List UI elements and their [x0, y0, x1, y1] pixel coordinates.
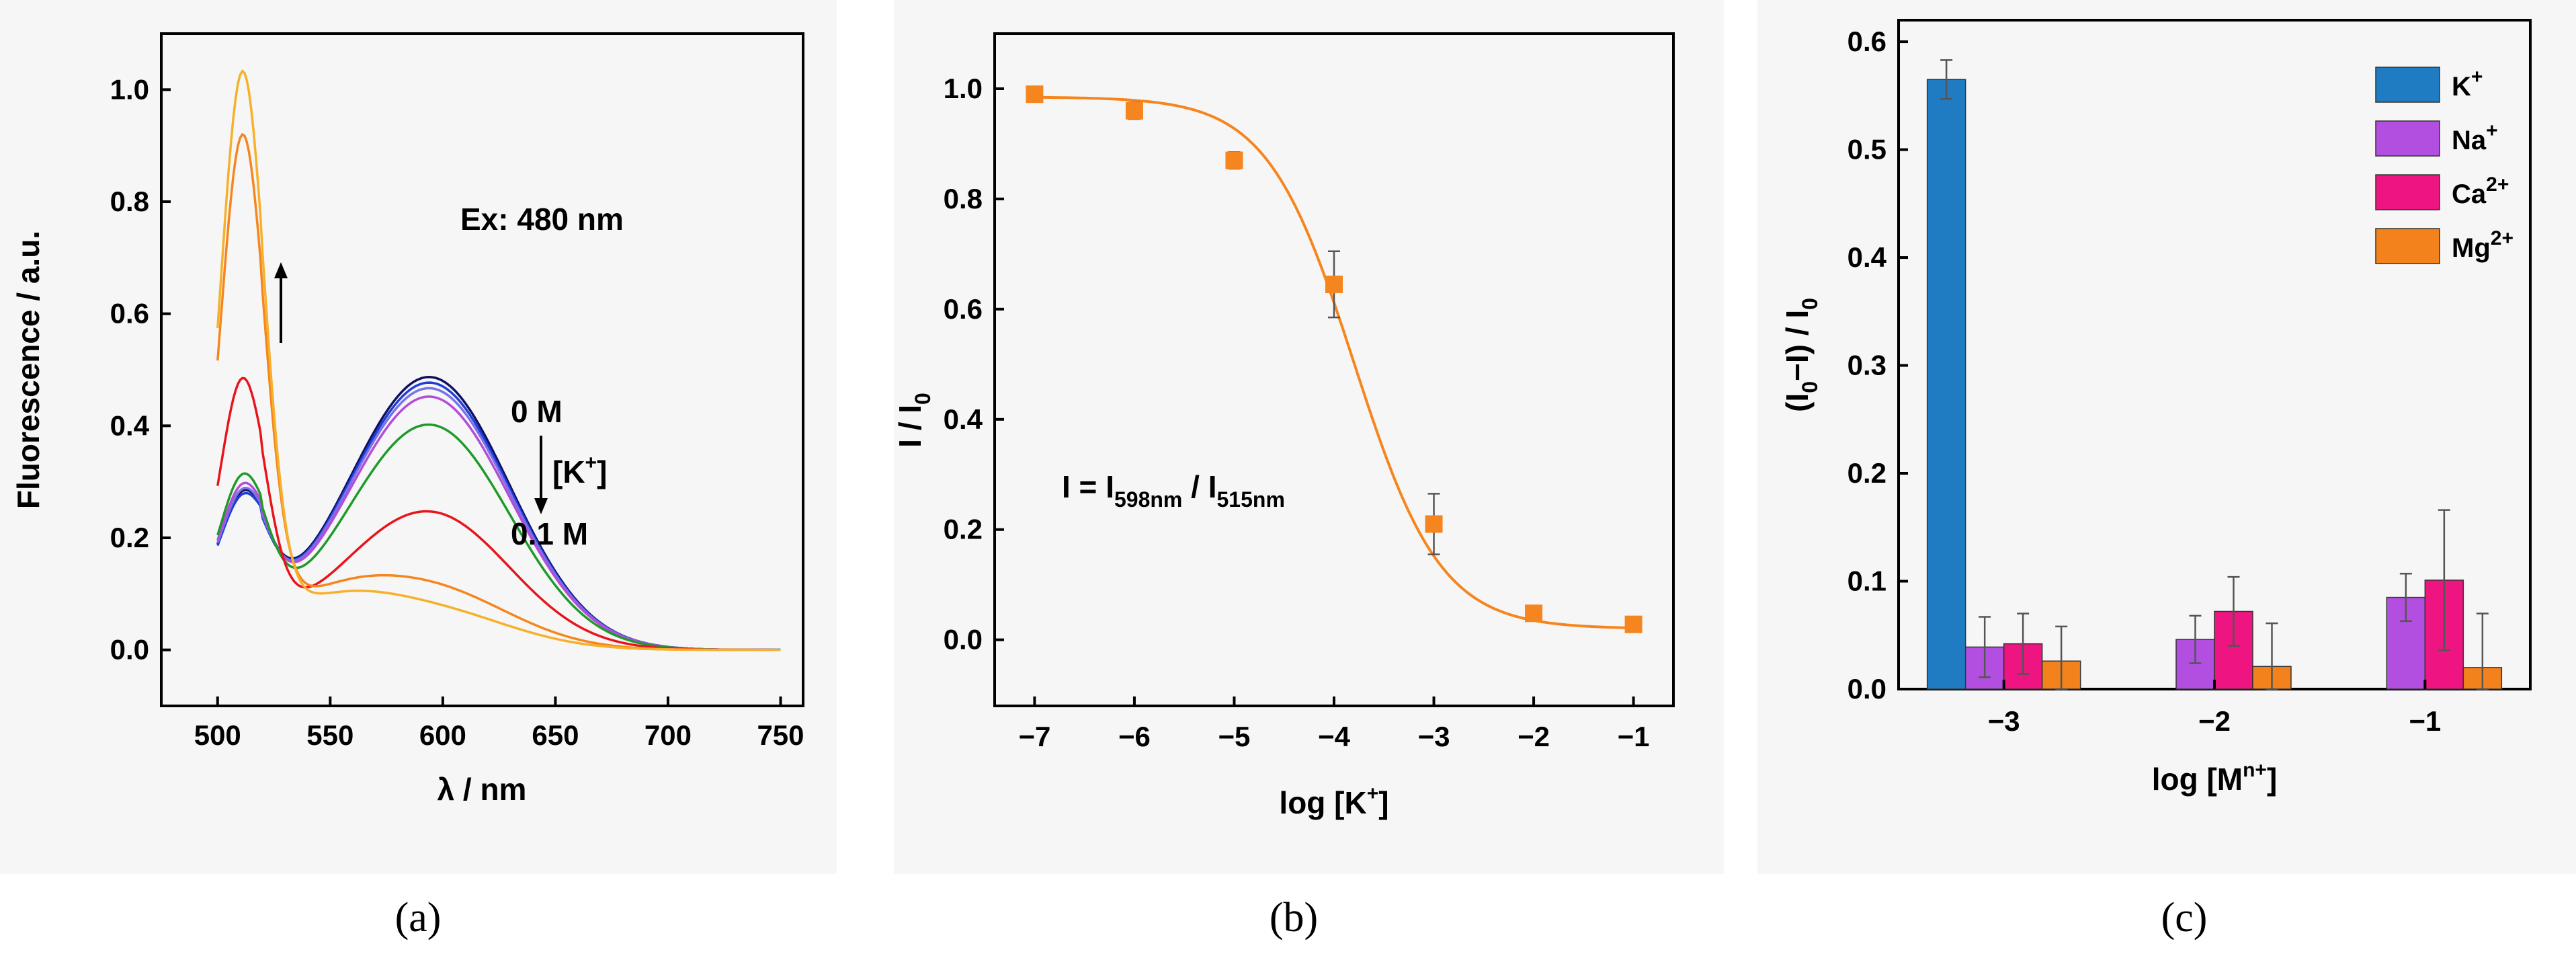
panel-c-label: (c) — [2161, 895, 2208, 941]
panel-c-y-tick-label: 0.2 — [1847, 457, 1886, 489]
bar — [1926, 79, 1966, 690]
panel-c-y-tick-label: 0.0 — [1847, 673, 1886, 705]
panel-a-y-tick-label: 0.6 — [110, 298, 149, 329]
panel-b-background — [894, 0, 1724, 874]
data-point — [1125, 102, 1143, 120]
panel-a-y-tick-label: 1.0 — [110, 73, 149, 105]
panel-c-x-axis-label: log [Mn+] — [2152, 759, 2278, 797]
panel-a-x-tick-label: 500 — [194, 719, 241, 751]
panel-b-ticks: −7 −6 −5 −4 −3 −2 −1 0.0 0.2 0.4 0.6 0.8 1.0 — [944, 73, 1650, 752]
concentration-top-label: 0 M — [511, 394, 563, 429]
panel-a-x-tick-label: 750 — [757, 719, 804, 751]
panel-c-y-tick-label: 0.4 — [1847, 241, 1887, 273]
panel-a-x-tick-label: 650 — [532, 719, 579, 751]
panel-b-x-tick-label: −4 — [1318, 721, 1351, 752]
panel-b-x-tick-label: −5 — [1218, 721, 1251, 752]
data-point — [1624, 615, 1643, 633]
legend-label: K+ — [2452, 66, 2483, 102]
panel-c-y-tick-label: 0.5 — [1847, 134, 1886, 165]
panel-a-y-tick-label: 0.2 — [110, 522, 149, 553]
data-point — [1525, 604, 1543, 623]
panel-a-y-tick-label: 0.4 — [110, 409, 150, 441]
panel-a-x-axis-label: λ / nm — [438, 772, 527, 807]
panel-c-ticks: 0.0 0.1 0.2 0.3 0.4 0.5 0.6 −3 −2 −1 — [1847, 26, 2442, 737]
decrease-arrow — [534, 436, 548, 514]
data-point — [1026, 85, 1044, 104]
concentration-bottom-label: 0.1 M — [511, 516, 588, 551]
potassium-concentration-label: [K+] — [552, 452, 607, 489]
data-point — [1425, 515, 1443, 533]
panel-b-x-tick-label: −3 — [1418, 721, 1450, 752]
panel-b: −7 −6 −5 −4 −3 −2 −1 0.0 0.2 0.4 0.6 0.8 1.0 I = I59… — [892, 0, 1724, 874]
legend-label: Ca2+ — [2452, 173, 2509, 209]
panel-c-y-tick-label: 0.6 — [1847, 26, 1886, 57]
legend-swatch — [2375, 120, 2440, 157]
panel-a-curves — [216, 69, 781, 651]
panel-b-x-tick-label: −6 — [1118, 721, 1151, 752]
panel-c-legend: K+ Na+ Ca2+ Mg2+ — [2375, 66, 2513, 264]
panel-c-x-tick-label: −2 — [2198, 705, 2231, 737]
legend-label: Mg2+ — [2452, 227, 2513, 263]
panel-a-ticks: 500 550 600 650 700 750 0.0 0.2 0.4 0.6 0.8 1.0 — [110, 73, 804, 751]
spectrum-curve — [216, 69, 781, 651]
panel-c-x-tick-label: −3 — [1988, 705, 2020, 737]
panel-a-y-tick-label: 0.0 — [110, 634, 149, 666]
panel-a-x-tick-label: 600 — [419, 719, 466, 751]
panel-c-y-tick-label: 0.1 — [1847, 565, 1886, 597]
panel-b-y-tick-label: 1.0 — [944, 73, 983, 104]
panel-b-x-axis-label: log [K+] — [1279, 783, 1388, 820]
panel-c-y-axis-label: (I0−I) / I0 — [1780, 298, 1822, 412]
increase-arrow — [274, 262, 288, 343]
panel-a-plot-frame — [160, 32, 804, 707]
panel-b-y-tick-label: 0.6 — [944, 293, 983, 325]
panel-a-x-tick-label: 550 — [306, 719, 354, 751]
panel-b-y-tick-label: 0.8 — [944, 183, 983, 214]
panel-c-bars — [1926, 59, 2503, 690]
intensity-ratio-equation: I = I598nm / I515nm — [1062, 469, 1285, 512]
data-point — [1325, 275, 1343, 293]
panel-b-y-tick-label: 0.0 — [944, 624, 983, 655]
legend-label: Na+ — [2452, 120, 2498, 155]
panel-a-label: (a) — [395, 895, 442, 941]
panel-a-background — [0, 0, 837, 874]
panel-a-x-tick-label: 700 — [645, 719, 692, 751]
panel-b-y-tick-label: 0.4 — [944, 403, 983, 435]
panel-b-x-tick-label: −7 — [1018, 721, 1050, 752]
panel-c-y-tick-label: 0.3 — [1847, 350, 1886, 381]
excitation-annotation: Ex: 480 nm — [460, 202, 624, 237]
panel-a: 500 550 600 650 700 750 0.0 0.2 0.4 0.6 0.8 1.0 λ /… — [0, 0, 837, 874]
panel-b-x-tick-label: −1 — [1618, 721, 1650, 752]
panel-b-y-axis-label: I / I0 — [892, 393, 935, 448]
panel-b-label: (b) — [1270, 895, 1318, 941]
legend-swatch — [2375, 174, 2440, 210]
panel-c: 0.0 0.1 0.2 0.3 0.4 0.5 0.6 −3 −2 −1 K+ Na+ Ca2+ Mg2… — [1757, 0, 2576, 874]
panel-b-y-tick-label: 0.2 — [944, 514, 983, 545]
panel-a-y-tick-label: 0.8 — [110, 186, 149, 217]
panel-b-x-tick-label: −2 — [1518, 721, 1550, 752]
legend-swatch — [2375, 67, 2440, 103]
data-point — [1225, 151, 1243, 169]
panel-c-x-tick-label: −1 — [2409, 705, 2441, 737]
legend-swatch — [2375, 228, 2440, 264]
panel-b-data-points — [1026, 85, 1643, 633]
panel-a-y-axis-label: Fluorescence / a.u. — [11, 231, 46, 509]
